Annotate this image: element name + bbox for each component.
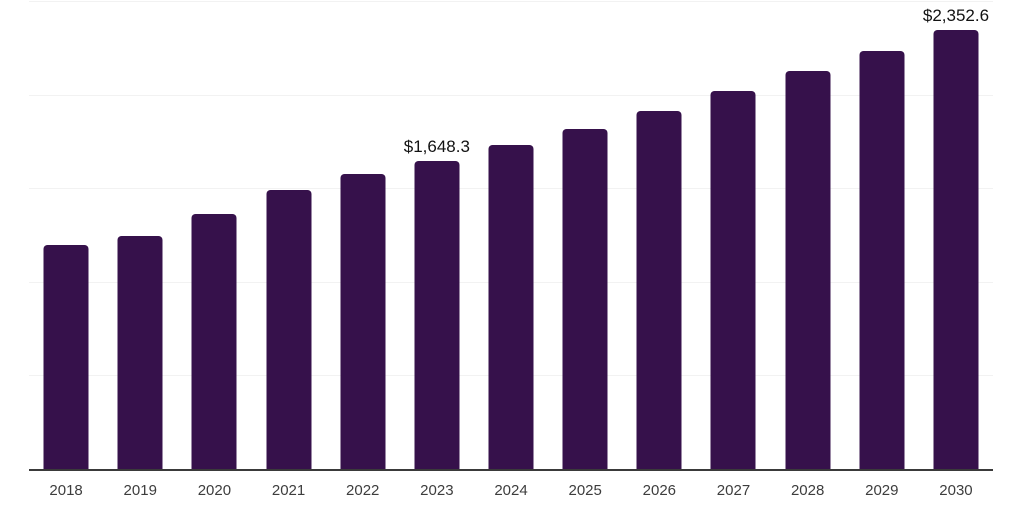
bar-2028 (785, 71, 831, 470)
bar-cell-2019 (103, 2, 177, 470)
bar-cell-2021 (251, 2, 325, 470)
x-tick-label-2026: 2026 (642, 482, 677, 499)
value-label-2030: $2,352.6 (922, 5, 990, 25)
bar-2030 (933, 29, 979, 470)
bar-2024 (488, 145, 534, 470)
plot-area: $1,648.3 $2,352.6 (29, 1, 993, 471)
bar-2021 (266, 189, 312, 470)
bar-2018 (43, 245, 89, 470)
x-tick-label-2019: 2019 (123, 482, 157, 499)
x-tick-label-2025: 2025 (568, 482, 602, 499)
bar-cell-2022 (326, 2, 400, 470)
x-tick-label-2024: 2024 (494, 482, 528, 499)
bar-cell-2018 (29, 2, 103, 470)
bar-2026 (636, 111, 682, 470)
bar-2029 (859, 51, 905, 470)
bar-2020 (191, 213, 237, 470)
bar-2023 (414, 161, 460, 470)
bar-cell-2030: $2,352.6 (919, 2, 993, 470)
bar-2022 (340, 174, 386, 470)
bar-cell-2026 (622, 2, 696, 470)
bar-cell-2027 (696, 2, 770, 470)
bar-cell-2023: $1,648.3 (400, 2, 474, 470)
bar-2025 (562, 128, 608, 470)
x-tick-label-2027: 2027 (716, 482, 751, 499)
bar-cell-2020 (177, 2, 251, 470)
gridline-2500 (29, 1, 993, 2)
x-tick-label-2018: 2018 (49, 482, 83, 499)
x-tick-label-2021: 2021 (271, 482, 306, 499)
x-tick-label-2020: 2020 (197, 482, 232, 499)
x-tick-label-2023: 2023 (420, 482, 454, 499)
bar-cell-2025 (548, 2, 622, 470)
bar-2019 (117, 236, 163, 470)
gridline-2000 (29, 94, 993, 96)
bar-cell-2024 (474, 2, 548, 470)
x-tick-label-2030: 2030 (939, 482, 973, 499)
bar-cell-2028 (771, 2, 845, 470)
x-axis-line (29, 469, 993, 471)
x-axis-labels: 2018 2019 2020 2021 2022 2023 2024 2025 2026 2027… (29, 480, 993, 502)
bar-2027 (710, 91, 756, 470)
x-tick-label-2022: 2022 (346, 482, 380, 499)
bar-cell-2029 (845, 2, 919, 470)
value-label-2023: $1,648.3 (403, 137, 470, 157)
x-tick-label-2028: 2028 (790, 482, 825, 499)
x-tick-label-2029: 2029 (865, 482, 899, 499)
bars-container: $1,648.3 $2,352.6 (29, 2, 993, 470)
